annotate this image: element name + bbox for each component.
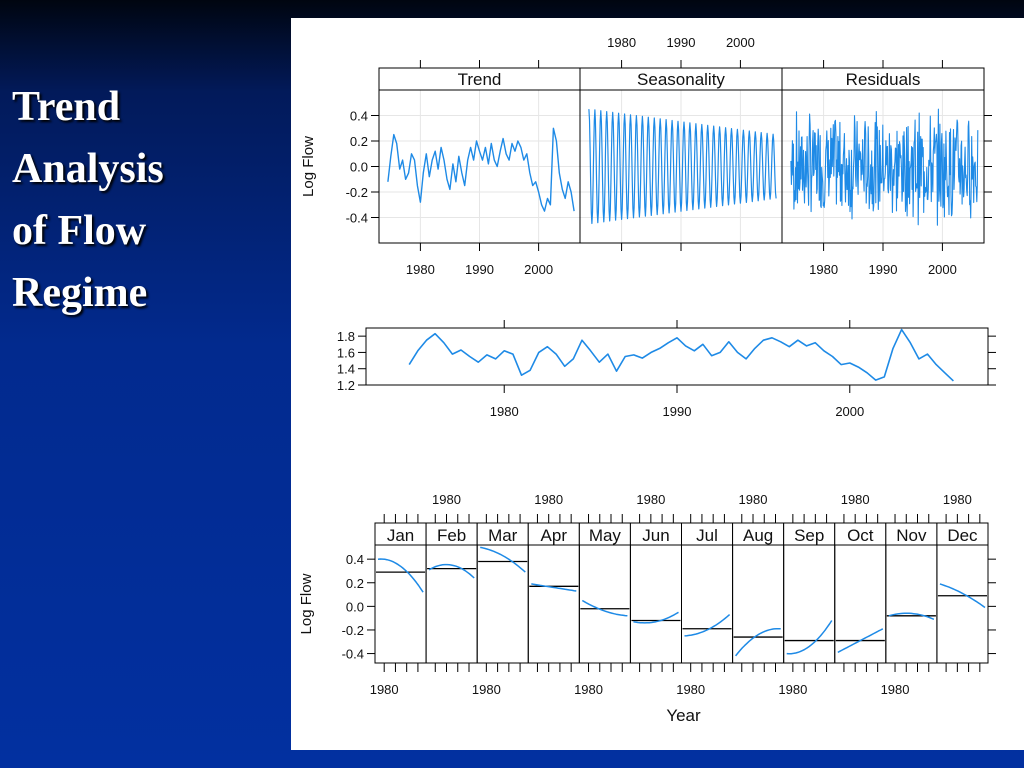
y-tick-label: 0.4 bbox=[350, 109, 368, 124]
panel-strip-label: Mar bbox=[488, 526, 518, 545]
slide-title-line: of Flow bbox=[12, 208, 147, 254]
monthly-trend-curve bbox=[428, 563, 475, 579]
y-tick-label: 1.2 bbox=[337, 378, 355, 393]
panel-strip-label: Nov bbox=[896, 526, 927, 545]
x-tick-label: 1980 bbox=[841, 492, 870, 507]
chart-figure: Trend Seasonality Residuals 0.4 0.2 0.0 -0.2 -0… bbox=[298, 35, 996, 725]
y-axis-label: Log Flow bbox=[298, 573, 315, 634]
trend-series-line bbox=[387, 127, 575, 212]
y-tick-label: 0.2 bbox=[346, 576, 364, 591]
x-tick-label: 2000 bbox=[726, 35, 755, 50]
slide-title: Trend Analysis of Flow Regime bbox=[12, 76, 282, 324]
x-tick-label: 2000 bbox=[928, 262, 957, 277]
panel-strip-label: Jul bbox=[696, 526, 718, 545]
x-tick-label: 2000 bbox=[835, 404, 864, 419]
x-tick-label: 1980 bbox=[943, 492, 972, 507]
y-tick-label: -0.2 bbox=[342, 623, 364, 638]
panel-strip-label: Dec bbox=[947, 526, 978, 545]
monthly-trend-curve bbox=[684, 614, 731, 637]
slide-title-line: Analysis bbox=[12, 146, 164, 192]
y-tick-label: 0.0 bbox=[346, 599, 364, 614]
x-tick-label: 1980 bbox=[574, 682, 603, 697]
panel-strip-label: Sep bbox=[794, 526, 824, 545]
x-tick-label: 1980 bbox=[778, 682, 807, 697]
x-tick-label: 1980 bbox=[676, 682, 705, 697]
x-tick-label: 1980 bbox=[881, 682, 910, 697]
monthly-trend-curve bbox=[377, 558, 424, 593]
panel-strip-label: Residuals bbox=[846, 70, 921, 89]
monthly-trend-curve bbox=[939, 583, 986, 609]
monthly-trend-curve bbox=[837, 628, 884, 654]
x-tick-label: 1980 bbox=[809, 262, 838, 277]
x-tick-label: 1980 bbox=[432, 492, 461, 507]
y-tick-label: 0.2 bbox=[350, 134, 368, 149]
monthly-trend-curve bbox=[480, 546, 526, 573]
monthly-trend-curve bbox=[581, 599, 628, 617]
x-tick-label: 1990 bbox=[663, 404, 692, 419]
panel-strip-label: Feb bbox=[437, 526, 466, 545]
panel-border bbox=[732, 544, 785, 664]
x-tick-label: 1980 bbox=[472, 682, 501, 697]
panel-strip-label: Jun bbox=[642, 526, 669, 545]
y-tick-label: 1.6 bbox=[337, 345, 355, 360]
panel-strip-label: Apr bbox=[541, 526, 568, 545]
panel-border bbox=[365, 327, 989, 386]
y-tick-label: 0.4 bbox=[346, 552, 364, 567]
panel-border bbox=[374, 544, 427, 664]
panel-strip-label: Seasonality bbox=[637, 70, 725, 89]
panel-strip-label: Aug bbox=[743, 526, 773, 545]
slide-title-line: Regime bbox=[12, 270, 148, 316]
panel-border bbox=[834, 544, 887, 664]
panel-strip-label: May bbox=[589, 526, 622, 545]
x-tick-label: 1980 bbox=[534, 492, 563, 507]
x-tick-label: 1990 bbox=[869, 262, 898, 277]
x-tick-label: 1980 bbox=[607, 35, 636, 50]
y-tick-label: -0.4 bbox=[342, 647, 364, 662]
x-tick-label: 1990 bbox=[667, 35, 696, 50]
panel-border bbox=[681, 544, 734, 664]
x-axis-label: Year bbox=[666, 706, 701, 725]
panel-border bbox=[527, 544, 580, 664]
panel-strip-label: Jan bbox=[387, 526, 414, 545]
smoothed-series-line bbox=[408, 328, 954, 382]
y-tick-label: -0.2 bbox=[346, 185, 368, 200]
x-tick-label: 1980 bbox=[490, 404, 519, 419]
panel-border bbox=[425, 544, 478, 664]
y-tick-label: 1.8 bbox=[337, 329, 355, 344]
x-tick-label: 1980 bbox=[739, 492, 768, 507]
panel-border bbox=[783, 544, 836, 664]
x-tick-label: 1990 bbox=[465, 262, 494, 277]
panel-border bbox=[885, 544, 938, 664]
y-axis-label: Log Flow bbox=[300, 136, 317, 197]
y-tick-label: 0.0 bbox=[350, 160, 368, 175]
x-tick-label: 1980 bbox=[370, 682, 399, 697]
monthly-trend-curve bbox=[735, 627, 781, 657]
panel-strip-label: Oct bbox=[847, 526, 874, 545]
x-tick-label: 1980 bbox=[406, 262, 435, 277]
slide-title-line: Trend bbox=[12, 84, 121, 130]
monthly-trend-curve bbox=[888, 612, 935, 620]
y-tick-label: 1.4 bbox=[337, 362, 355, 377]
panel-strip-label: Trend bbox=[458, 70, 502, 89]
panel-border bbox=[629, 544, 682, 664]
x-tick-label: 1980 bbox=[636, 492, 665, 507]
x-tick-label: 2000 bbox=[524, 262, 553, 277]
monthly-trend-curve bbox=[531, 583, 577, 592]
panel-border bbox=[476, 544, 529, 664]
y-tick-label: -0.4 bbox=[346, 211, 368, 226]
seasonality-series-line bbox=[588, 109, 777, 225]
figure-panel: Trend Seasonality Residuals 0.4 0.2 0.0 -0.2 -0… bbox=[291, 18, 1024, 750]
monthly-trend-curve bbox=[633, 611, 679, 624]
panel-border bbox=[936, 544, 989, 664]
residuals-series-line bbox=[790, 108, 979, 226]
monthly-trend-curve bbox=[786, 620, 833, 655]
